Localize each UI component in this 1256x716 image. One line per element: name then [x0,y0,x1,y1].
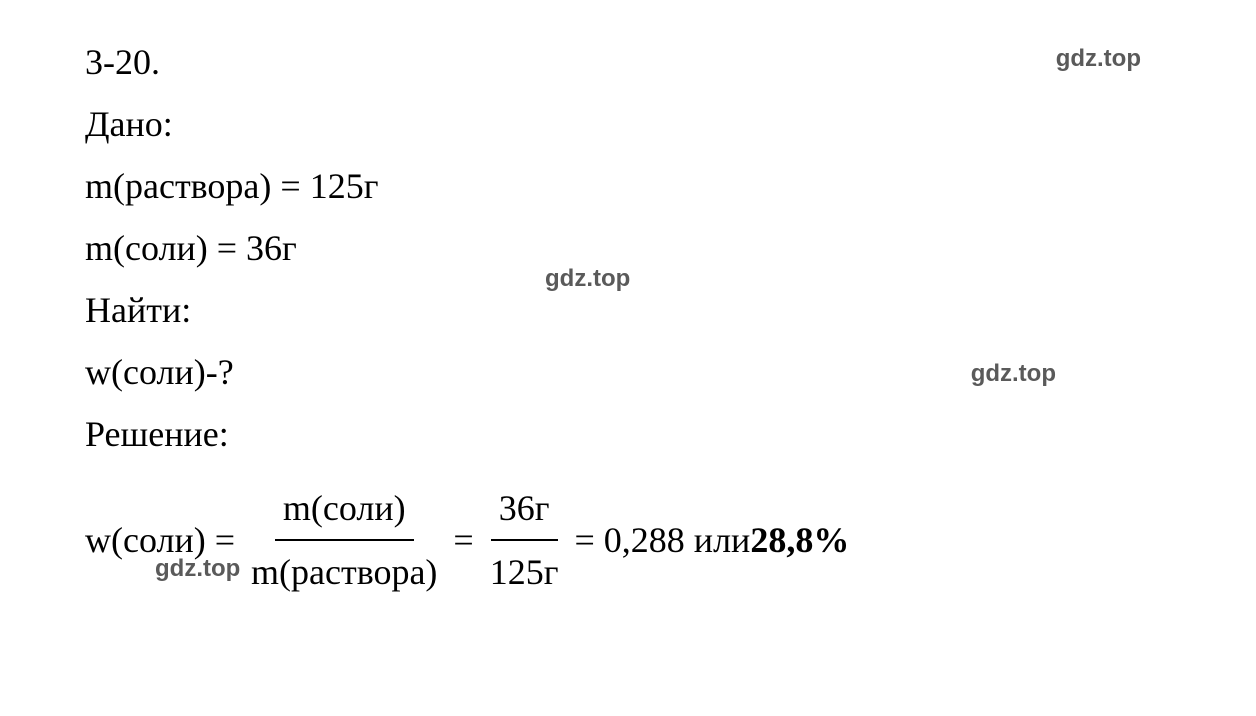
fraction-1-top: m(соли) [275,481,414,541]
problem-content: 3-20. Дано: m(раствора) = 125г m(соли) =… [85,35,849,599]
result: 28,8% [750,513,849,567]
find-label: Найти: [85,283,849,337]
watermark-4: gdz.top [155,555,240,583]
given-label: Дано: [85,97,849,151]
fraction-2: 36г 125г [482,481,567,599]
problem-number: 3-20. [85,35,849,89]
equals-2: = 0,288 или [575,513,751,567]
watermark-2: gdz.top [545,265,630,293]
given-line-2: m(соли) = 36г [85,221,849,275]
find-line-1: w(соли)-? [85,345,849,399]
fraction-2-bottom: 125г [482,541,567,599]
fraction-2-top: 36г [491,481,558,541]
equals-1: = [453,513,473,567]
watermark-1: gdz.top [1056,45,1141,73]
given-line-1: m(раствора) = 125г [85,159,849,213]
fraction-1-bottom: m(раствора) [243,541,445,599]
fraction-1: m(соли) m(раствора) [243,481,445,599]
solution-label: Решение: [85,407,849,461]
watermark-3: gdz.top [971,360,1056,388]
